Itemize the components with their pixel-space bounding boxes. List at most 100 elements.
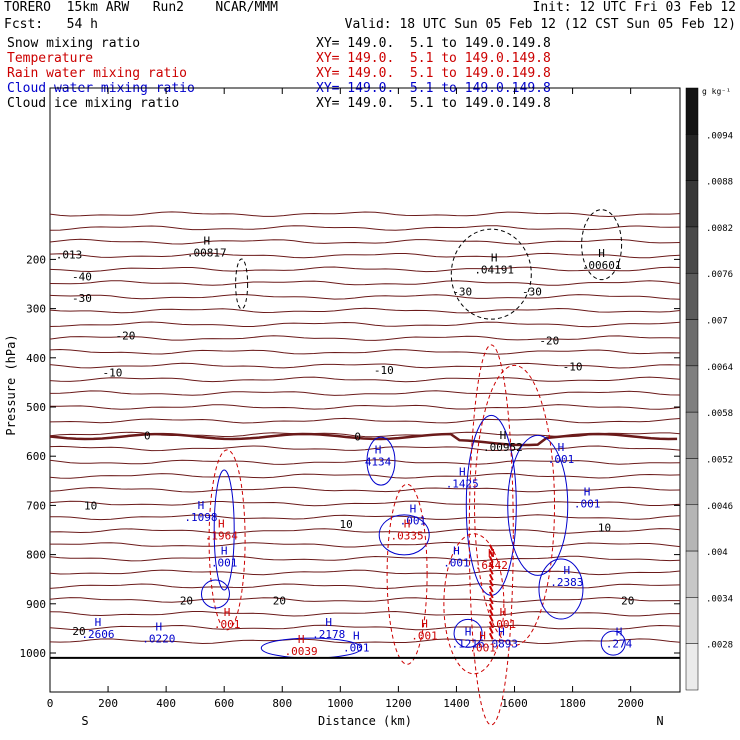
init-time: Init: 12 UTC Fri 03 Feb 12	[532, 0, 737, 15]
high-marker: H	[298, 633, 305, 646]
isotherm	[49, 390, 681, 396]
field-cloud-ice-xy: XY= 149.0. 5.1 to 149.0.149.8	[316, 96, 551, 111]
high-marker: H	[325, 616, 332, 629]
high-marker: H	[156, 621, 163, 634]
isotherm	[50, 404, 681, 410]
high-value-label: .001	[443, 556, 470, 569]
isotherm	[49, 500, 681, 507]
contour-labels: -40 -30 -30 -30 -20 -20 -10 -10 -10 0 0 10 10 10 20 20 2…	[56, 234, 635, 658]
axes: 0 200 400 600 800 1000 1200 1400 1600 1800 2000200…	[20, 88, 680, 710]
high-marker: H	[598, 247, 605, 260]
y-tick-label: 400	[26, 352, 46, 365]
high-value-label: .001	[548, 453, 575, 466]
isotherm	[49, 472, 681, 479]
high-value-label: .1216	[452, 638, 485, 651]
y-tick-label: 1000	[20, 647, 47, 660]
temperature-contours	[49, 211, 681, 645]
high-marker: H	[491, 252, 498, 265]
high-value-label: .001	[214, 618, 241, 631]
x-tick-label: 800	[272, 697, 292, 710]
colorbar-unit: g kg⁻¹	[702, 87, 731, 96]
high-value-label: .0893	[485, 638, 518, 651]
isotherm	[49, 638, 681, 645]
isotherm	[49, 252, 681, 259]
high-marker: H	[500, 606, 507, 619]
field-rain-xy: XY= 149.0. 5.1 to 149.0.149.8	[316, 66, 551, 81]
isotherm	[49, 376, 681, 383]
colorbar-segment	[685, 365, 699, 413]
plot-frame	[49, 87, 681, 693]
isotherm-label: 10	[340, 518, 353, 531]
high-marker: H	[203, 234, 210, 247]
isotherm-label: 20	[273, 594, 286, 607]
colorbar-tick-label: .0058	[706, 409, 733, 419]
field-temperature-xy: XY= 149.0. 5.1 to 149.0.149.8	[316, 51, 551, 66]
colorbar-segment	[685, 272, 699, 320]
y-tick-label: 500	[26, 401, 46, 414]
x-tick-label: 1200	[385, 697, 412, 710]
isotherm	[49, 280, 681, 286]
isotherm-label: -10	[102, 367, 122, 380]
high-marker: H	[224, 606, 231, 619]
rain-core-segment	[488, 550, 494, 558]
high-value-label: .001	[574, 497, 601, 510]
high-marker: H	[459, 466, 466, 479]
high-marker: H	[375, 444, 382, 457]
high-value-label: .1425	[446, 478, 479, 491]
isotherm	[49, 555, 681, 562]
hydrometeor-cell	[600, 630, 626, 656]
high-marker: H	[616, 626, 623, 639]
colorbar-tick-label: .007	[706, 317, 728, 327]
colorbar-segment	[685, 550, 699, 598]
isotherm	[49, 486, 681, 493]
high-value-label: .00817	[187, 246, 227, 259]
isotherm-label: -30	[522, 285, 542, 298]
isotherm-label: 20	[621, 594, 634, 607]
x-tick-label: 1000	[327, 697, 354, 710]
high-value-label: .04191	[474, 264, 514, 277]
isotherm-label: 10	[598, 522, 611, 535]
high-marker: H	[404, 517, 411, 530]
isotherm	[49, 225, 681, 231]
field-temperature: Temperature	[7, 51, 94, 66]
high-marker: H	[584, 485, 591, 498]
isotherm	[49, 307, 681, 314]
isotherm	[49, 569, 681, 576]
high-value-label: .2606	[81, 628, 114, 641]
high-value-label: .001	[469, 642, 496, 655]
rain-core-segment	[488, 626, 494, 634]
high-marker: H	[465, 626, 472, 639]
colorbar-segment	[685, 87, 699, 135]
isotherm-label: -20	[116, 330, 136, 343]
rain-core-segment	[488, 579, 494, 587]
high-value-label: .001	[411, 629, 438, 642]
isotherm-label: 0	[144, 430, 151, 443]
isotherm	[49, 610, 680, 617]
isotherm-label: 0	[354, 431, 361, 444]
rain-core-segment	[488, 556, 494, 564]
isotherm	[49, 266, 681, 273]
colorbar-segment	[685, 458, 699, 506]
x-tick-label: 400	[156, 697, 176, 710]
rain-core-segment	[488, 632, 494, 640]
high-value-label: .001	[211, 556, 238, 569]
isotherm	[49, 335, 681, 341]
hydrometeor-cell	[378, 514, 430, 556]
high-marker: H	[353, 630, 360, 643]
x-tick-label: 1600	[501, 697, 528, 710]
high-value-label: .0039	[285, 645, 318, 658]
rain-core-segment	[488, 615, 494, 623]
isotherm	[49, 596, 680, 603]
x-tick-label: 0	[47, 697, 54, 710]
x-tick-label: 1800	[559, 697, 586, 710]
field-snow: Snow mixing ratio	[7, 36, 141, 51]
high-value-label: .001	[490, 618, 517, 631]
high-marker: H	[498, 626, 505, 639]
forecast-hour: Fcst: 54 h	[4, 17, 98, 32]
isotherm-label: -30	[452, 285, 472, 298]
hydrometeor-cell	[213, 469, 235, 591]
colorbar-segment	[685, 411, 699, 459]
high-value-label: 4134	[365, 456, 392, 469]
hydrometeor-cell	[507, 434, 569, 576]
high-value-label: .00601	[582, 259, 622, 272]
